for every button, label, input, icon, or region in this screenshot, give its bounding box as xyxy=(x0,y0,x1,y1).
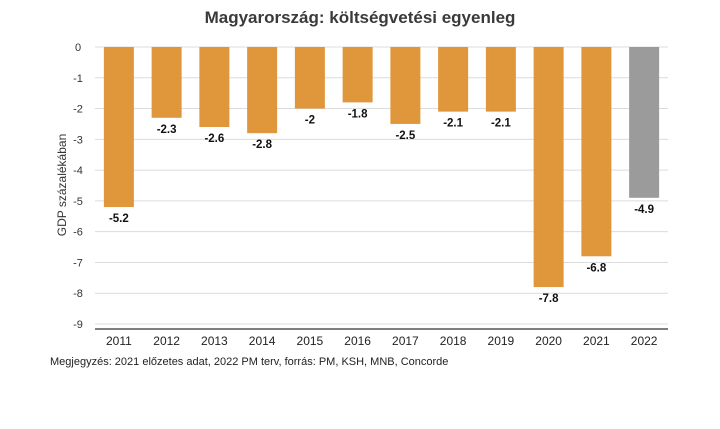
data-label: -1.8 xyxy=(348,108,368,120)
bar-2011 xyxy=(103,47,134,208)
y-tick-label: -6 xyxy=(73,227,83,239)
bar-2015 xyxy=(294,47,325,109)
data-label: -7.8 xyxy=(539,293,559,305)
y-tick-label: -8 xyxy=(73,288,83,300)
x-tick-label: 2016 xyxy=(344,334,371,348)
bar-2018 xyxy=(438,47,469,112)
data-label: -2 xyxy=(305,115,315,127)
data-label: -2.5 xyxy=(395,130,415,142)
bar-2016 xyxy=(342,47,373,103)
x-tick-label: 2021 xyxy=(583,334,610,348)
data-label: -2.1 xyxy=(443,118,463,130)
x-tick-label: 2011 xyxy=(106,334,132,348)
data-label: -6.8 xyxy=(586,262,606,274)
y-tick-label: -1 xyxy=(73,73,83,85)
data-label: -2.6 xyxy=(204,133,224,145)
bar-2021 xyxy=(581,47,612,257)
chart-title: Magyarország: költségvetési egyenleg xyxy=(204,8,516,27)
bar-2013 xyxy=(199,47,230,128)
bar-2022 xyxy=(629,47,660,198)
y-tick-label: 0 xyxy=(75,42,81,54)
x-category-labels: 2011 2012 2013 2014 2015 2016 2017 2018 2019 2020… xyxy=(106,334,658,348)
y-tick-label: -3 xyxy=(73,134,83,146)
x-tick-label: 2020 xyxy=(535,334,562,348)
gridlines xyxy=(95,46,668,325)
footnote: Megjegyzés: 2021 előzetes adat, 2022 PM … xyxy=(50,356,449,368)
bar-2019 xyxy=(485,47,516,112)
x-tick-label: 2017 xyxy=(392,334,419,348)
x-tick-label: 2018 xyxy=(440,334,467,348)
y-tick-label: -9 xyxy=(73,319,83,331)
y-tick-label: -7 xyxy=(73,257,83,269)
x-tick-label: 2019 xyxy=(488,334,515,348)
x-tick-label: 2014 xyxy=(249,334,276,348)
x-tick-label: 2015 xyxy=(297,334,324,348)
y-tick-label: -5 xyxy=(73,196,83,208)
x-tick-label: 2022 xyxy=(631,334,658,348)
y-tick-label: -4 xyxy=(73,165,83,177)
data-label: -2.1 xyxy=(491,118,511,130)
bar-2014 xyxy=(247,47,278,134)
x-tick-label: 2012 xyxy=(153,334,180,348)
y-tick-label: -2 xyxy=(73,104,83,116)
y-tick-labels: 0 -1 -2 -3 -4 -5 -6 -7 -8 -9 xyxy=(73,42,83,331)
data-label: -4.9 xyxy=(634,204,654,216)
bar-2017 xyxy=(390,47,421,124)
y-axis-label: GDP százalékában xyxy=(55,134,69,237)
x-tick-label: 2013 xyxy=(201,334,228,348)
bars xyxy=(103,47,660,288)
data-labels: -5.2 -2.3 -2.6 -2.8 -2 -1.8 -2.5 -2.1 -2.1 -7.8 -6… xyxy=(109,108,654,305)
data-label: -2.8 xyxy=(252,139,272,151)
data-label: -5.2 xyxy=(109,213,129,225)
data-label: -2.3 xyxy=(157,124,177,136)
bar-2012 xyxy=(151,47,182,118)
bar-2020 xyxy=(533,47,564,288)
